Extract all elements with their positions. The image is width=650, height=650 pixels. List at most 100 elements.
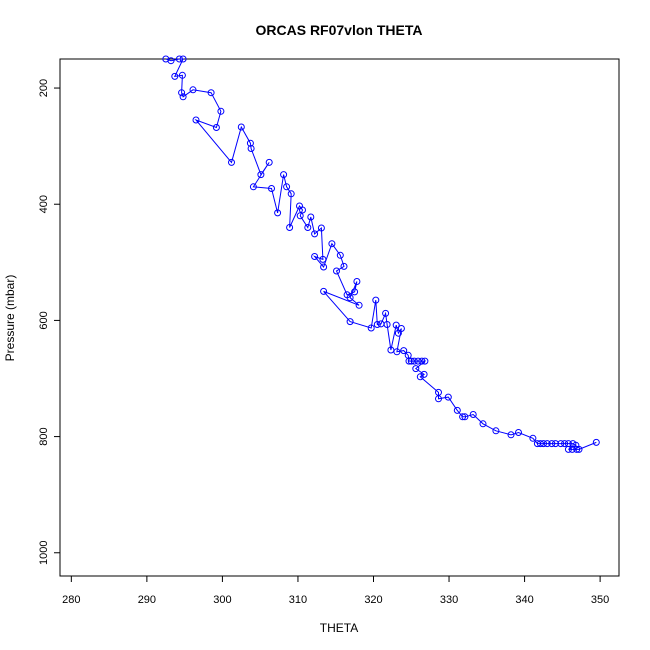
data-point: [536, 440, 544, 448]
data-point: [479, 420, 487, 428]
data-point: [397, 325, 405, 332]
series-layer: [162, 55, 600, 453]
plot-frame: [59, 58, 620, 577]
x-tick-label: 320: [364, 594, 382, 606]
data-point: [346, 294, 354, 302]
data-point: [529, 434, 537, 442]
data-point: [392, 321, 400, 329]
data-point: [249, 183, 257, 191]
data-point: [340, 262, 348, 270]
data-point: [492, 427, 500, 435]
data-point: [317, 224, 325, 232]
chart-title: ORCAS RF07vlon THETA: [256, 22, 423, 38]
data-point: [280, 171, 288, 179]
data-point: [400, 347, 408, 355]
data-point: [265, 158, 273, 166]
data-point: [319, 255, 327, 263]
data-point: [557, 440, 565, 448]
data-point: [353, 278, 361, 285]
data-point: [367, 324, 375, 332]
data-point: [167, 57, 175, 65]
data-point: [247, 145, 255, 152]
data-point: [543, 440, 551, 448]
data-point: [296, 212, 304, 220]
data-point: [268, 185, 275, 192]
data-point: [421, 357, 429, 365]
data-point: [217, 107, 225, 115]
data-point: [179, 55, 187, 63]
data-point: [333, 267, 340, 275]
y-axis: 200 400 600 800 1000: [38, 79, 61, 565]
data-point: [257, 171, 265, 179]
data-point: [410, 357, 418, 365]
data-point: [320, 263, 328, 271]
data-point: [383, 321, 391, 328]
data-point: [412, 365, 420, 373]
data-point: [507, 431, 515, 439]
y-tick-label: 400: [38, 195, 50, 213]
data-point: [372, 296, 380, 304]
data-point: [246, 139, 254, 147]
x-tick-label: 280: [62, 594, 80, 606]
data-point: [311, 230, 319, 238]
data-point: [407, 357, 415, 365]
data-point: [336, 251, 344, 259]
data-point: [416, 373, 424, 381]
data-point: [311, 253, 319, 260]
data-point: [382, 309, 390, 317]
data-point: [414, 357, 422, 365]
data-point: [405, 357, 413, 365]
data-point: [469, 411, 477, 418]
x-tick-label: 290: [138, 594, 156, 606]
data-point: [561, 440, 569, 448]
data-point: [212, 124, 220, 131]
data-point: [287, 190, 295, 198]
data-point: [552, 440, 559, 448]
data-point: [373, 321, 381, 328]
data-point: [299, 206, 306, 214]
data-point: [418, 357, 426, 365]
data-point: [393, 348, 401, 356]
y-tick-label: 600: [38, 311, 50, 329]
data-point: [283, 183, 291, 191]
data-point: [179, 93, 187, 101]
data-point: [307, 213, 315, 221]
data-point: [304, 224, 312, 231]
data-point: [189, 86, 197, 94]
data-point: [192, 116, 200, 124]
data-point: [228, 158, 235, 166]
data-point: [435, 395, 442, 403]
x-tick-label: 340: [515, 594, 533, 606]
data-point: [346, 318, 354, 326]
data-point: [175, 55, 183, 63]
data-point: [171, 72, 179, 80]
data-point: [515, 429, 522, 436]
data-point: [592, 438, 600, 446]
data-point: [328, 240, 336, 248]
data-point: [564, 445, 572, 453]
data-point: [178, 89, 186, 97]
data-point: [286, 224, 294, 231]
series-line: [165, 58, 597, 450]
x-tick-label: 350: [591, 594, 609, 606]
x-tick-label: 330: [440, 594, 458, 606]
data-point: [540, 440, 547, 448]
data-point: [355, 301, 363, 309]
data-point: [351, 288, 359, 296]
y-tick-label: 1000: [38, 541, 50, 565]
x-axis-label: THETA: [320, 621, 358, 635]
data-point: [461, 413, 469, 421]
x-axis: 280 290 300 310 320 330 340 350: [62, 575, 609, 606]
data-point: [274, 209, 282, 217]
data-point: [459, 413, 467, 421]
data-point: [178, 71, 186, 79]
data-point: [420, 370, 428, 378]
y-tick-label: 800: [38, 427, 50, 445]
data-point: [573, 445, 581, 453]
data-point: [548, 440, 556, 448]
x-tick-label: 300: [213, 594, 231, 606]
y-tick-label: 200: [38, 79, 50, 97]
data-point: [320, 287, 328, 295]
data-point: [568, 445, 576, 453]
